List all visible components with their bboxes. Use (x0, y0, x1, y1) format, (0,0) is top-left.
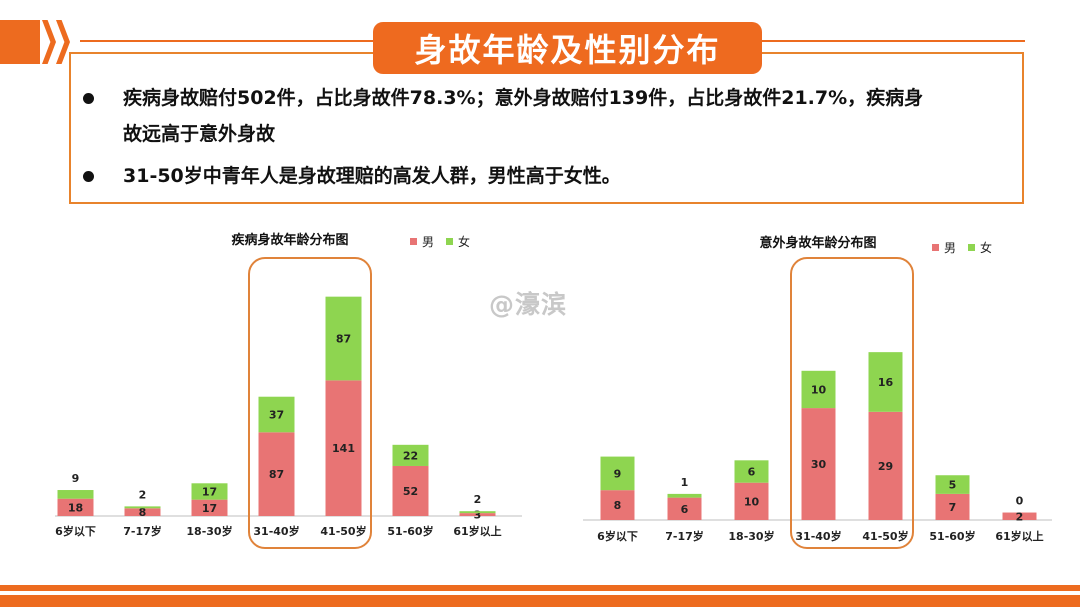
legend-label: 男 (944, 241, 956, 255)
bar-segment (258, 432, 295, 516)
data-label: 29 (878, 460, 893, 473)
bar-segment (734, 460, 769, 483)
bullet-text: 31-50岁中青年人是身故理赔的高发人群，男性高于女性。 (123, 165, 621, 187)
chart-title: 疾病身故年龄分布图 (231, 232, 348, 248)
bar-segment (191, 483, 228, 500)
data-label: 10 (811, 383, 827, 396)
data-label: 52 (403, 485, 418, 498)
data-label: 0 (1016, 495, 1024, 508)
data-label: 9 (72, 472, 80, 485)
data-label: 17 (202, 502, 217, 515)
data-label: 2 (474, 493, 482, 506)
data-label: 3 (474, 509, 482, 522)
legend-label: 女 (458, 234, 470, 249)
data-label: 22 (403, 449, 418, 462)
bar-segment (801, 408, 836, 520)
x-tick-label: 18-30岁 (186, 524, 232, 538)
bar-segment (325, 296, 362, 381)
footer-bar (0, 595, 1080, 607)
data-label: 87 (336, 333, 351, 346)
footer-rule (0, 585, 1080, 591)
highlight-frame (790, 257, 914, 549)
data-label: 7 (949, 501, 957, 514)
highlight-frame (248, 257, 372, 549)
data-label: 2 (139, 488, 147, 501)
data-label: 5 (949, 479, 957, 492)
data-label: 9 (614, 467, 622, 480)
bar-segment (124, 508, 161, 516)
bar-segment (459, 513, 496, 516)
legend-swatch (968, 244, 975, 251)
bar-segment (325, 380, 362, 516)
bullet-dot-icon (83, 171, 94, 182)
data-label: 17 (202, 485, 217, 498)
bar-segment (868, 352, 903, 412)
bar-segment (801, 370, 836, 409)
data-label: 10 (744, 495, 760, 508)
x-tick-label: 31-40岁 (795, 529, 841, 543)
legend-swatch (932, 244, 939, 251)
bullet-item: 疾病身故赔付502件，占比身故件78.3%；意外身故赔付139件，占比身故件21… (83, 80, 1023, 116)
x-tick-label: 6岁以下 (597, 529, 638, 543)
chart-title: 意外身故年龄分布图 (759, 235, 876, 251)
data-label: 16 (878, 376, 894, 389)
x-tick-label: 6岁以下 (55, 524, 96, 538)
legend-label: 女 (980, 240, 992, 255)
data-label: 6 (748, 466, 756, 479)
x-tick-label: 18-30岁 (728, 529, 774, 543)
data-label: 30 (811, 458, 827, 471)
data-label: 1 (681, 476, 689, 489)
bar-segment (667, 497, 702, 520)
header-accent-bar (0, 20, 40, 64)
bullet-item: 31-50岁中青年人是身故理赔的高发人群，男性高于女性。 (83, 158, 621, 194)
bar-segment (124, 506, 161, 509)
bar-segment (57, 490, 94, 499)
x-tick-label: 51-60岁 (929, 529, 975, 543)
data-label: 2 (1016, 510, 1024, 523)
bar-segment (57, 498, 94, 516)
bar-segment (459, 511, 496, 514)
bar-segment (667, 493, 702, 498)
x-tick-label: 61岁以上 (453, 524, 501, 538)
bar-segment (392, 444, 429, 466)
data-label: 141 (332, 442, 355, 455)
data-label: 8 (139, 506, 147, 519)
watermark: @濠滨 (489, 290, 568, 319)
x-tick-label: 7-17岁 (123, 524, 162, 538)
bar-segment (868, 411, 903, 520)
bar-segment (935, 493, 970, 520)
bullet-continuation: 故远高于意外身故 (123, 116, 275, 152)
bullet-text: 疾病身故赔付502件，占比身故件78.3%；意外身故赔付139件，占比身故件21… (123, 87, 924, 109)
legend-swatch (410, 238, 417, 245)
data-label: 6 (681, 503, 689, 516)
x-tick-label: 41-50岁 (320, 524, 366, 538)
x-tick-label: 61岁以上 (995, 529, 1043, 543)
bullet-text: 故远高于意外身故 (123, 123, 276, 145)
data-label: 37 (269, 409, 284, 422)
bar-segment (600, 490, 635, 520)
bar-segment (1002, 512, 1037, 520)
x-tick-label: 51-60岁 (387, 524, 433, 538)
data-label: 18 (68, 501, 83, 514)
bar-segment (191, 499, 228, 516)
x-tick-label: 7-17岁 (665, 529, 704, 543)
page-title: 身故年龄及性别分布 (373, 22, 762, 74)
legend-swatch (446, 238, 453, 245)
summary-box: 疾病身故赔付502件，占比身故件78.3%；意外身故赔付139件，占比身故件21… (69, 52, 1024, 204)
header-chevron-decoration (0, 20, 80, 64)
bar-segment (600, 456, 635, 491)
x-tick-label: 31-40岁 (253, 524, 299, 538)
bar-segment (734, 482, 769, 520)
x-tick-label: 41-50岁 (862, 529, 908, 543)
bar-segment (935, 475, 970, 494)
bar-segment (258, 396, 295, 433)
data-label: 8 (614, 499, 622, 512)
data-label: 87 (269, 468, 284, 481)
legend-label: 男 (422, 235, 434, 249)
bullet-dot-icon (83, 93, 94, 104)
bar-segment (392, 465, 429, 516)
